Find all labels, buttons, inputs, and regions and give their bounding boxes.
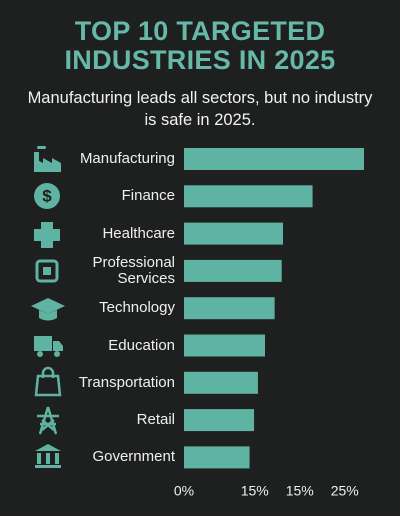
x-tick-label: 15% <box>286 483 314 499</box>
bar <box>184 446 250 469</box>
bar <box>184 185 313 208</box>
bar <box>184 409 255 432</box>
icon-health <box>34 222 60 248</box>
category-label: Technology <box>99 299 175 317</box>
category-label: Retail <box>136 411 175 429</box>
bar <box>184 222 283 245</box>
icon-chip <box>35 259 59 283</box>
category-label: Government <box>92 448 175 466</box>
category-label: Healthcare <box>102 224 175 242</box>
icons: $ <box>31 146 65 468</box>
x-tick-label: 25% <box>331 483 359 499</box>
category-label: Transportation <box>78 373 175 391</box>
category-label: Manufacturing <box>79 150 175 167</box>
icon-bag <box>34 366 62 397</box>
category-label: Education <box>108 336 175 354</box>
icon-bank <box>35 444 61 468</box>
svg-text:$: $ <box>42 186 52 205</box>
chart-title: TOP 10 TARGETED INDUSTRIES IN 2025 <box>64 16 336 75</box>
chart-subtitle: Manufacturing leads all sectors, but no … <box>27 89 373 129</box>
x-tick-label: 15% <box>241 483 269 499</box>
x-tick-label: 0% <box>174 483 194 499</box>
icon-truck <box>34 336 63 357</box>
bar <box>184 297 275 320</box>
icon-dollar: $ <box>34 183 60 209</box>
bar <box>184 371 258 394</box>
bar <box>184 259 282 282</box>
icon-cap <box>31 298 65 321</box>
bar <box>184 148 364 170</box>
bar <box>184 334 265 357</box>
icon-factory <box>34 146 61 172</box>
icon-tower <box>37 406 59 435</box>
category-label: Finance <box>121 187 175 205</box>
category-label: Professional Services <box>92 253 175 287</box>
